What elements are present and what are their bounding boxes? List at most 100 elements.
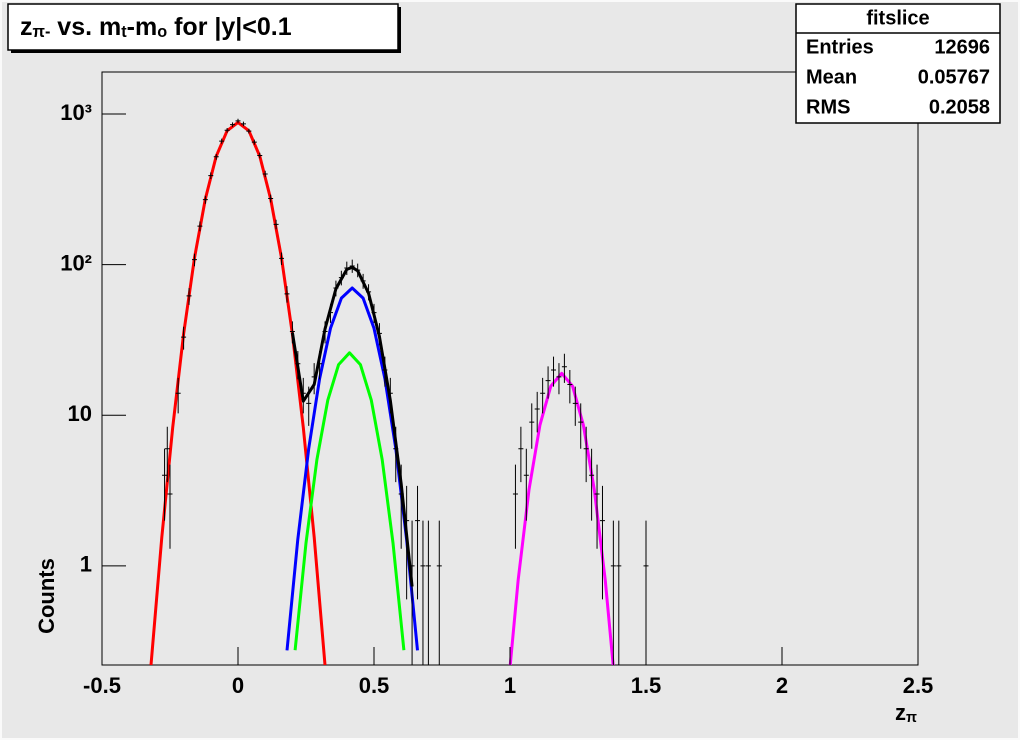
- frame: [101, 71, 919, 666]
- data-point: [317, 351, 323, 380]
- data-point: [349, 259, 355, 273]
- data-point: [360, 273, 366, 289]
- data-point: [240, 121, 246, 127]
- y-axis-label: Counts: [34, 558, 59, 634]
- data-point: [191, 253, 197, 267]
- data-point: [589, 448, 595, 521]
- data-point: [415, 485, 421, 600]
- data-point: [583, 426, 589, 483]
- data-point: [371, 303, 377, 323]
- x-tick-label: 2.5: [903, 673, 934, 698]
- data-point: [599, 485, 605, 600]
- data-point: [529, 403, 535, 449]
- data-point: [572, 386, 578, 426]
- data-point: [567, 369, 573, 404]
- text-run: z: [895, 700, 906, 725]
- data-point: [289, 321, 295, 344]
- data-point: [162, 448, 168, 521]
- data-point: [333, 280, 339, 297]
- data-point: [202, 195, 208, 204]
- data-point: [262, 170, 268, 178]
- data-point: [436, 520, 442, 665]
- x-tick-label: 0: [232, 673, 244, 698]
- data-point: [208, 172, 214, 179]
- data-point: [327, 303, 333, 323]
- data-point: [186, 288, 192, 305]
- data-point: [273, 219, 279, 230]
- title-box: [7, 3, 399, 51]
- data-point: [523, 448, 529, 521]
- stats-value: 0.05767: [918, 66, 990, 88]
- stats-label: Mean: [806, 66, 857, 88]
- data-point: [512, 464, 518, 549]
- data-point: [213, 153, 219, 160]
- data-point: [279, 252, 285, 265]
- data-point: [235, 118, 241, 124]
- stats-title: fitslice: [866, 7, 929, 29]
- data-point: [322, 321, 328, 344]
- data-point: [594, 464, 600, 549]
- subscript: π-: [33, 23, 51, 41]
- data-point: [578, 403, 584, 449]
- data-point: [300, 377, 306, 414]
- data-point: [610, 520, 616, 665]
- y-tick-label: 10³: [60, 100, 92, 125]
- subscript: t: [121, 23, 127, 41]
- stats-label: RMS: [806, 96, 850, 118]
- stats-value: 12696: [934, 36, 990, 58]
- data-point: [518, 426, 524, 483]
- data-point: [295, 351, 301, 380]
- data-point: [224, 127, 230, 133]
- data-point: [534, 391, 540, 433]
- data-point: [540, 377, 546, 414]
- y-tick-label: 1: [80, 552, 92, 577]
- data-point: [197, 221, 203, 232]
- data-point: [344, 261, 350, 276]
- data-point: [164, 426, 170, 483]
- text-run: vs. m: [50, 13, 121, 41]
- data-point: [355, 263, 361, 278]
- y-tick-label: 10: [68, 401, 92, 426]
- data-point: [181, 326, 187, 350]
- fit-curve: [293, 351, 406, 651]
- data-point: [366, 284, 372, 301]
- subscript: o: [157, 23, 167, 41]
- subscript: π: [906, 710, 917, 726]
- data-point: [268, 194, 274, 203]
- data-point: [409, 520, 415, 665]
- data-point: [257, 152, 263, 159]
- stats-value: 0.2058: [929, 96, 990, 118]
- data-point: [382, 356, 388, 387]
- data-point: [284, 286, 290, 303]
- x-axis-label: zπ: [895, 700, 917, 726]
- data-point: [311, 363, 317, 395]
- text-run: -m: [127, 13, 158, 41]
- chart-title: zπ- vs. mt-mo for |y|<0.1: [20, 13, 292, 41]
- data-point: [398, 464, 404, 549]
- data-point: [616, 520, 622, 665]
- stats-box: [795, 3, 1001, 124]
- data-point: [561, 353, 567, 383]
- data-point: [167, 464, 173, 549]
- data-point: [246, 128, 252, 134]
- data-point: [219, 138, 225, 144]
- data-point: [376, 323, 382, 346]
- data-point: [230, 122, 236, 127]
- data-point: [306, 386, 312, 426]
- data-point: [175, 377, 181, 414]
- data-point: [404, 485, 410, 600]
- data-point: [545, 366, 551, 399]
- data-point: [551, 356, 557, 387]
- x-tick-label: 1: [504, 673, 516, 698]
- x-tick-label: 2: [776, 673, 788, 698]
- y-tick-label: 10²: [60, 250, 92, 275]
- plot-area: [149, 118, 649, 665]
- data-point: [420, 520, 426, 665]
- x-tick-label: 0.5: [359, 673, 390, 698]
- x-tick-label: -0.5: [83, 673, 121, 698]
- text-run: z: [20, 13, 33, 41]
- data-point: [338, 270, 344, 286]
- fit-curve: [508, 371, 615, 665]
- text-run: for |y|<0.1: [167, 13, 292, 41]
